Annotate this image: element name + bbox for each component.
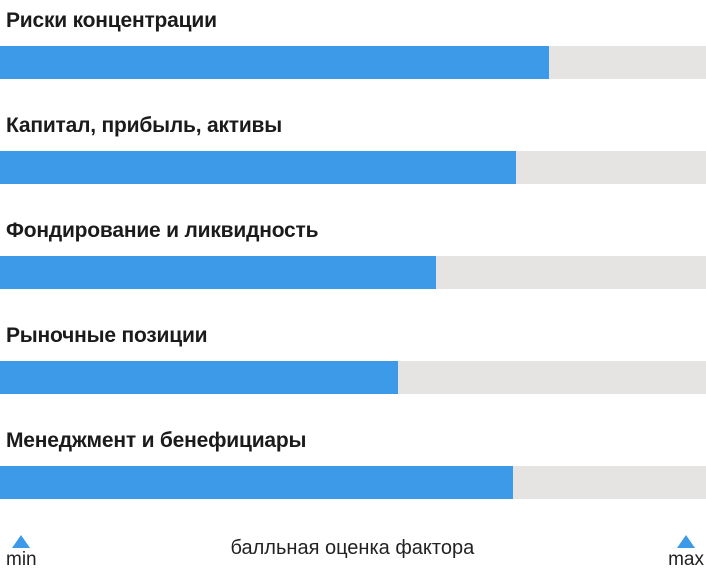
axis-caption: балльная оценка фактора <box>230 537 475 559</box>
bar-fill <box>0 256 437 289</box>
bar-row-funding-liquidity: Фондирование и ликвидность <box>0 218 706 289</box>
bar-label: Капитал, прибыль, активы <box>6 114 282 137</box>
bar-label: Риски концентрации <box>6 9 217 32</box>
bar-fill <box>0 361 399 394</box>
min-marker-triangle-icon <box>12 535 31 548</box>
bar-track <box>0 151 706 184</box>
bar-label: Менеджмент и бенефициары <box>6 429 307 452</box>
min-marker-group: min <box>6 533 37 570</box>
max-marker-group: max <box>668 533 704 570</box>
bar-row-management-beneficiaries: Менеджмент и бенефициары <box>0 428 706 499</box>
bar-row-concentration-risks: Риски концентрации <box>0 8 706 79</box>
bar-track <box>0 466 706 499</box>
bar-fill <box>0 466 514 499</box>
max-label: max <box>668 549 704 570</box>
bar-track <box>0 361 706 394</box>
bar-row-market-positions: Рыночные позиции <box>0 323 706 394</box>
bar-label: Фондирование и ликвидность <box>6 219 319 242</box>
bar-track <box>0 46 706 79</box>
max-marker-triangle-icon <box>677 535 696 548</box>
bar-row-capital-profit-assets: Капитал, прибыль, активы <box>0 113 706 184</box>
bar-fill <box>0 46 550 79</box>
bar-track <box>0 256 706 289</box>
axis-legend: min балльная оценка фактора max <box>0 533 706 570</box>
bar-label: Рыночные позиции <box>6 324 208 347</box>
bar-fill <box>0 151 517 184</box>
min-label: min <box>6 549 37 570</box>
